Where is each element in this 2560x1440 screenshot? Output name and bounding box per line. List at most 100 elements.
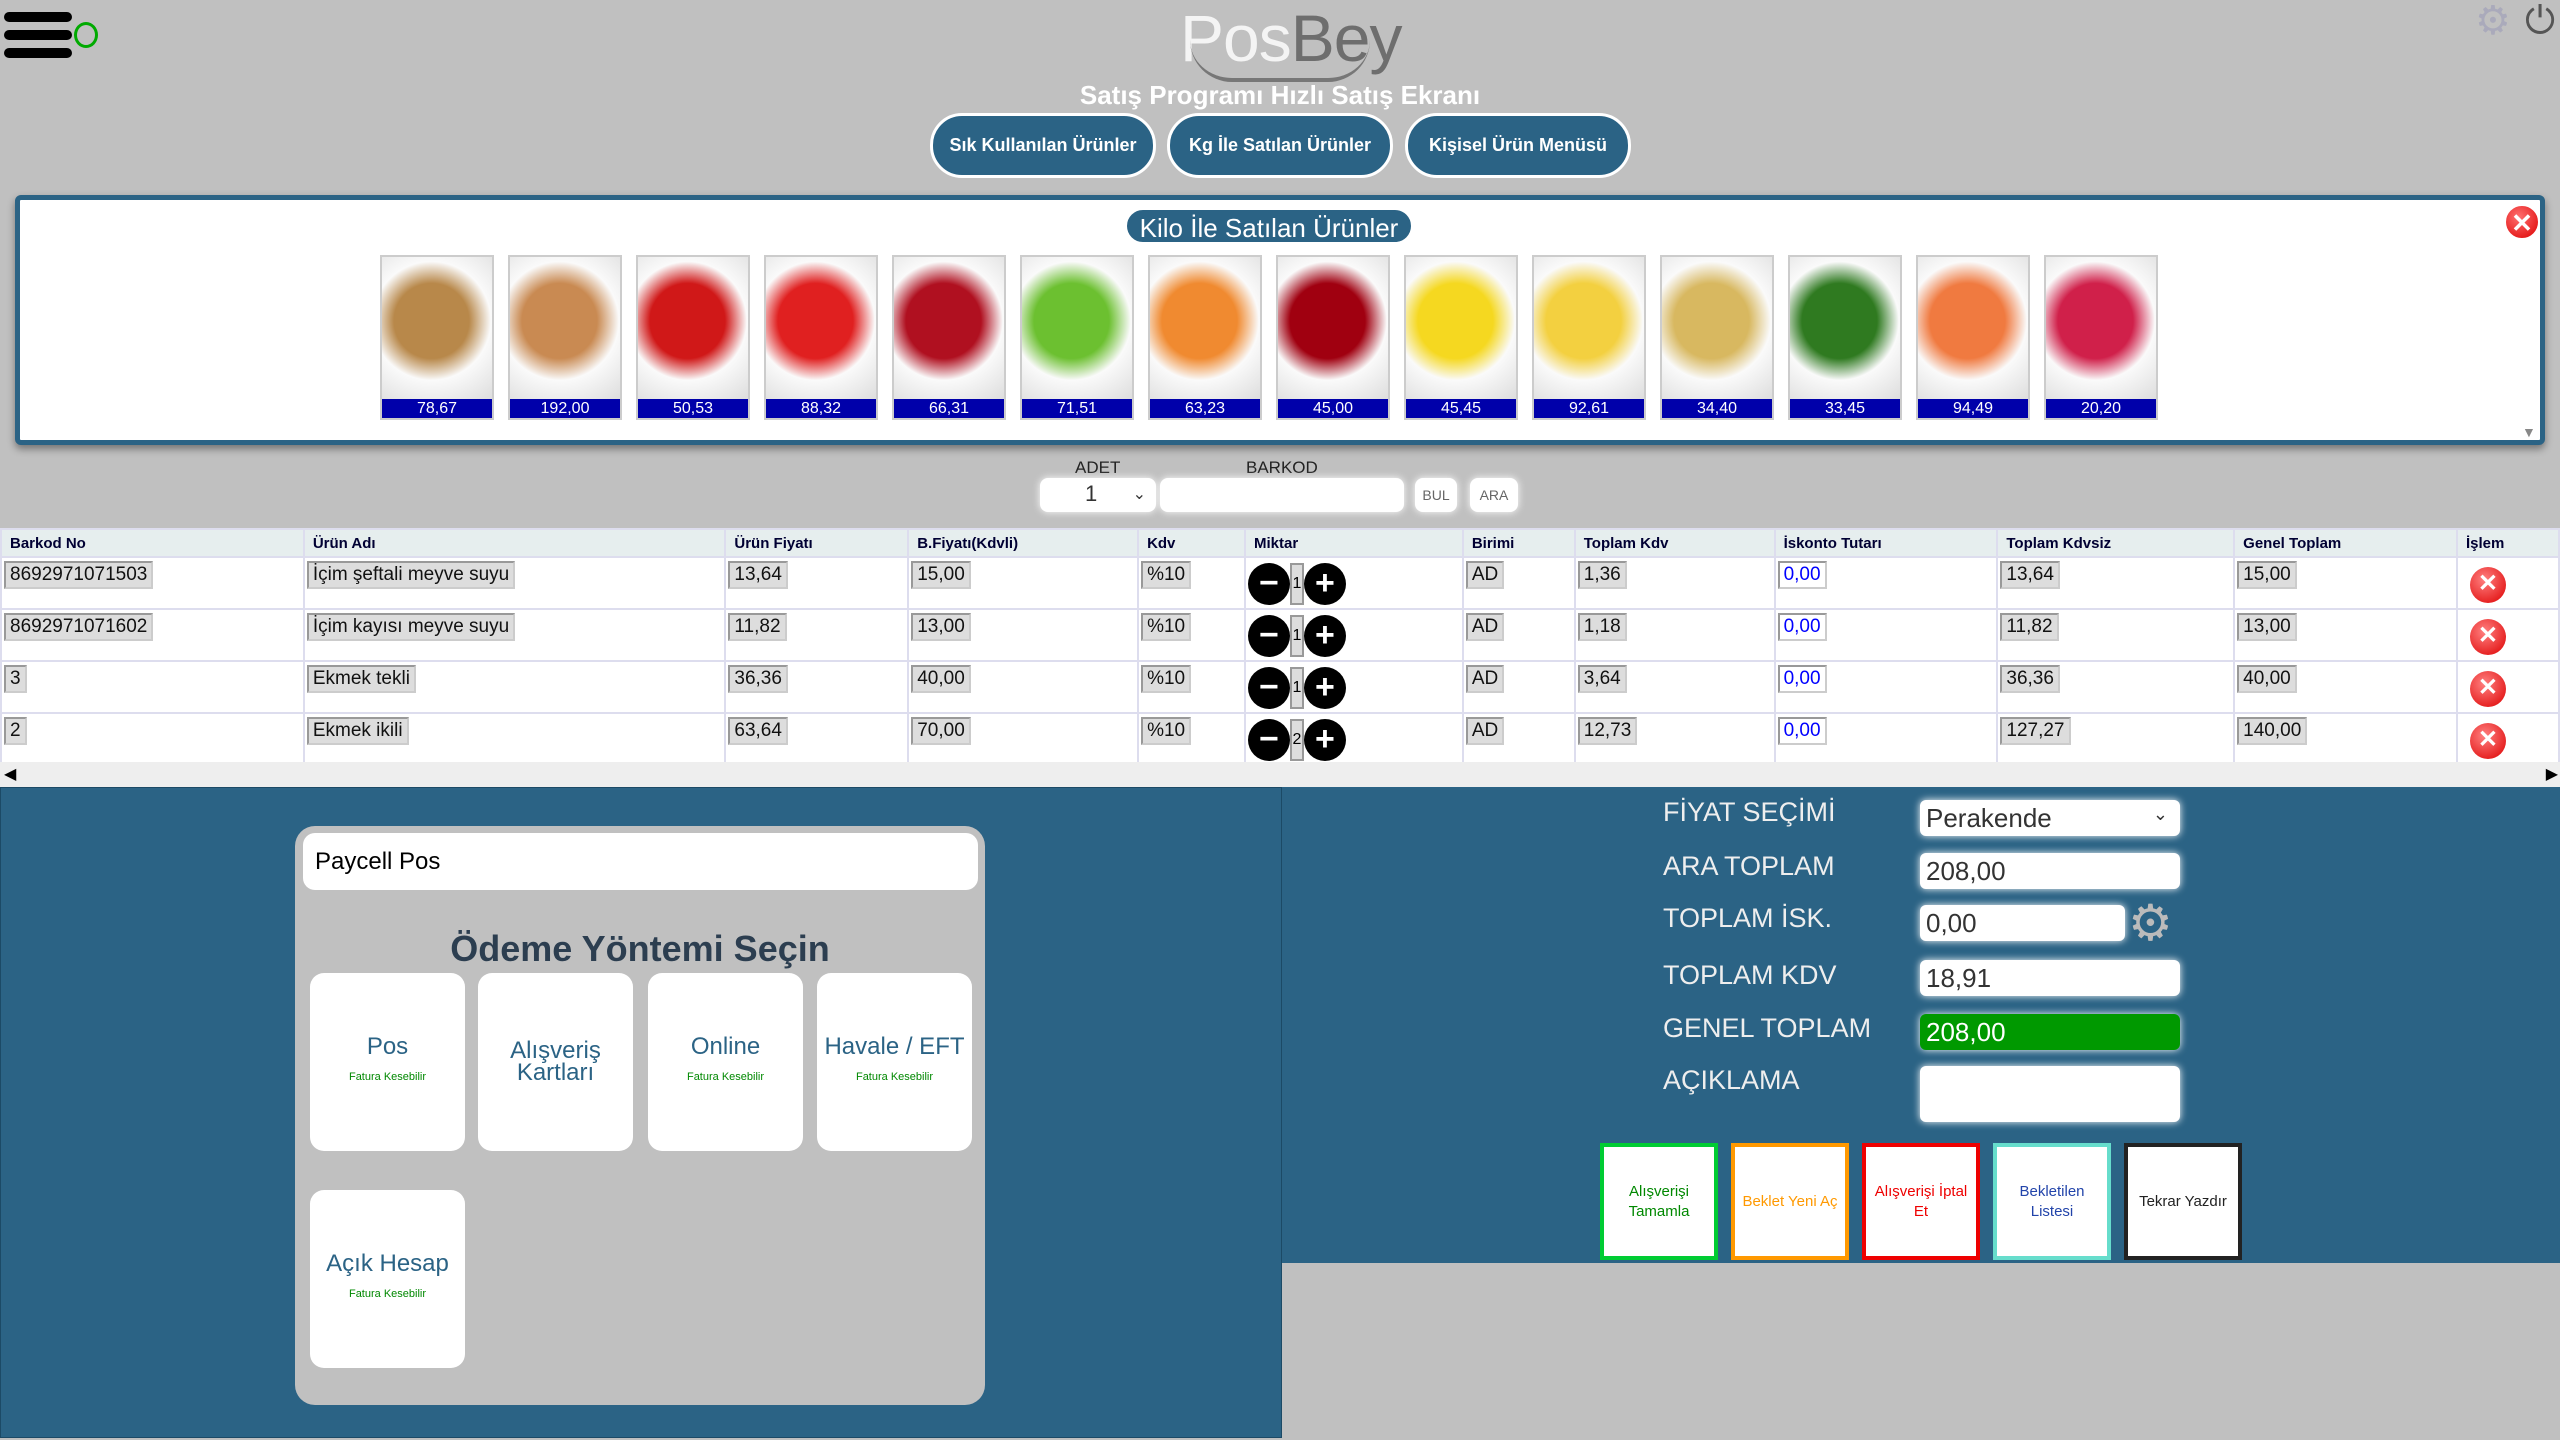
- panel-title: Kilo İle Satılan Ürünler: [1125, 208, 1413, 244]
- qty-value[interactable]: 1: [1289, 667, 1304, 709]
- column-header[interactable]: Kdv: [1137, 528, 1246, 558]
- frequent-products-button[interactable]: Sık Kullanılan Ürünler: [930, 113, 1156, 178]
- increase-qty-button[interactable]: +: [1303, 719, 1346, 761]
- fiyat-select[interactable]: Perakende ⌄: [1920, 800, 2180, 836]
- column-header[interactable]: Barkod No: [0, 528, 305, 558]
- increase-qty-button[interactable]: +: [1303, 615, 1346, 657]
- action-button-4[interactable]: Tekrar Yazdır: [2124, 1143, 2242, 1260]
- decrease-qty-button[interactable]: −: [1247, 615, 1290, 657]
- power-icon[interactable]: ⏻: [2525, 0, 2556, 42]
- decrease-qty-button[interactable]: −: [1247, 667, 1290, 709]
- product-tile-cherry[interactable]: 45,00: [1276, 255, 1390, 420]
- delete-row-icon[interactable]: ✕: [2469, 723, 2506, 759]
- product-price: 78,67: [382, 399, 492, 418]
- settings-gear-icon[interactable]: ⚙: [2475, 0, 2511, 43]
- qty-value[interactable]: 1: [1289, 615, 1304, 657]
- increase-qty-button[interactable]: +: [1303, 667, 1346, 709]
- payment-method-0[interactable]: Pos Fatura Kesebilir: [310, 973, 465, 1151]
- delete-row-icon[interactable]: ✕: [2469, 671, 2506, 707]
- product-tile-apple[interactable]: 66,31: [892, 255, 1006, 420]
- iskonto-cell[interactable]: 0,00: [1777, 665, 1827, 693]
- chevron-down-icon: ⌄: [1132, 486, 1146, 503]
- bfiyat-cell: 40,00: [911, 665, 971, 693]
- product-tile-potato[interactable]: 34,40: [1660, 255, 1774, 420]
- product-tile-green-apple[interactable]: 71,51: [1020, 255, 1134, 420]
- barkod-cell: 3: [4, 665, 27, 693]
- payment-method-4[interactable]: Açık Hesap Fatura Kesebilir: [310, 1190, 465, 1368]
- column-header[interactable]: Ürün Fiyatı: [724, 528, 910, 558]
- column-header[interactable]: Miktar: [1243, 528, 1464, 558]
- adet-select[interactable]: 1 ⌄: [1040, 478, 1156, 512]
- increase-qty-button[interactable]: +: [1303, 563, 1346, 605]
- column-header[interactable]: İşlem: [2455, 528, 2560, 558]
- action-button-2[interactable]: Alışverişi İptal Et: [1862, 1143, 1980, 1260]
- product-tile-cucumber[interactable]: 33,45: [1788, 255, 1902, 420]
- aciklama-textarea[interactable]: [1920, 1066, 2180, 1122]
- delete-row-icon[interactable]: ✕: [2469, 619, 2506, 655]
- fiyat-cell: 36,36: [728, 665, 788, 693]
- kdv-cell: %10: [1141, 717, 1192, 745]
- kg-products-button[interactable]: Kg İle Satılan Ürünler: [1167, 113, 1393, 178]
- action-button-1[interactable]: Beklet Yeni Aç: [1731, 1143, 1849, 1260]
- product-tile-banana[interactable]: 92,61: [1532, 255, 1646, 420]
- payment-method-2[interactable]: Online Fatura Kesebilir: [648, 973, 803, 1151]
- payment-method-1[interactable]: Alışveriş Kartları: [478, 973, 633, 1151]
- ara-button[interactable]: ARA: [1470, 478, 1518, 512]
- ad-cell: İçim şeftali meyve suyu: [306, 561, 516, 589]
- action-button-3[interactable]: Bekletilen Listesi: [1993, 1143, 2111, 1260]
- iskonto-cell[interactable]: 0,00: [1777, 613, 1827, 641]
- table-row: 3 Ekmek tekli 36,36 40,00 %10 −1 + AD 3,64 0,00 36…: [0, 660, 2560, 714]
- payment-method-3[interactable]: Havale / EFT Fatura Kesebilir: [817, 973, 972, 1151]
- decrease-qty-button[interactable]: −: [1247, 719, 1290, 761]
- apricot-image: [1150, 257, 1260, 399]
- tkdv-cell: 1,36: [1577, 561, 1627, 589]
- product-price: 192,00: [510, 399, 620, 418]
- column-header[interactable]: İskonto Tutarı: [1773, 528, 1999, 558]
- connection-status-icon: [74, 22, 98, 48]
- column-header[interactable]: B.Fiyatı(Kdvli): [907, 528, 1140, 558]
- personal-menu-button[interactable]: Kişisel Ürün Menüsü: [1405, 113, 1631, 178]
- column-header[interactable]: Birimi: [1461, 528, 1576, 558]
- bfiyat-cell: 15,00: [911, 561, 971, 589]
- green-apple-image: [1022, 257, 1132, 399]
- action-button-0[interactable]: Alışverişi Tamamla: [1600, 1143, 1718, 1260]
- hamburger-menu-icon[interactable]: [4, 12, 72, 62]
- delete-row-icon[interactable]: ✕: [2469, 567, 2506, 603]
- product-tile-almond[interactable]: 192,00: [508, 255, 622, 420]
- column-header[interactable]: Toplam Kdvsiz: [1996, 528, 2236, 558]
- pos-name-field[interactable]: Paycell Pos: [303, 833, 978, 890]
- discount-gear-icon[interactable]: ⚙: [2128, 895, 2173, 951]
- almond-image: [510, 257, 620, 399]
- product-tile-peach[interactable]: 94,49: [1916, 255, 2030, 420]
- close-panel-icon[interactable]: ✕: [2504, 204, 2540, 240]
- qty-value[interactable]: 2: [1289, 719, 1304, 761]
- toplam-isk-field[interactable]: 0,00: [1920, 905, 2125, 941]
- barkod-input[interactable]: [1160, 478, 1404, 512]
- product-tile-strawberry[interactable]: 50,53: [636, 255, 750, 420]
- decrease-qty-button[interactable]: −: [1247, 563, 1290, 605]
- ad-cell: İçim kayısı meyve suyu: [306, 613, 516, 641]
- toplam-kdv-field[interactable]: 18,91: [1920, 960, 2180, 996]
- bul-button[interactable]: BUL: [1415, 478, 1457, 512]
- product-tile-lemon[interactable]: 45,45: [1404, 255, 1518, 420]
- fiyat-cell: 63,64: [728, 717, 788, 745]
- chevron-down-icon: ⌄: [2152, 804, 2168, 824]
- product-tile-radish[interactable]: 20,20: [2044, 255, 2158, 420]
- product-price: 20,20: [2046, 399, 2156, 418]
- qty-value[interactable]: 1: [1289, 563, 1304, 605]
- genel-toplam-field[interactable]: 208,00: [1920, 1014, 2180, 1050]
- column-header[interactable]: Toplam Kdv: [1573, 528, 1776, 558]
- ara-toplam-field[interactable]: 208,00: [1920, 853, 2180, 889]
- lemon-image: [1406, 257, 1516, 399]
- product-tile-wheat[interactable]: 78,67: [380, 255, 494, 420]
- column-header[interactable]: Genel Toplam: [2233, 528, 2458, 558]
- scroll-down-icon[interactable]: ▼: [2522, 424, 2536, 440]
- iskonto-cell[interactable]: 0,00: [1777, 561, 1827, 589]
- column-header[interactable]: Ürün Adı: [302, 528, 727, 558]
- ad-cell: Ekmek tekli: [306, 665, 416, 693]
- product-tile-tomato[interactable]: 88,32: [764, 255, 878, 420]
- iskonto-cell[interactable]: 0,00: [1777, 717, 1827, 745]
- product-tile-apricot[interactable]: 63,23: [1148, 255, 1262, 420]
- barkod-label: BARKOD: [1246, 458, 1318, 477]
- horizontal-scrollbar[interactable]: ◀ ▶: [0, 762, 2560, 787]
